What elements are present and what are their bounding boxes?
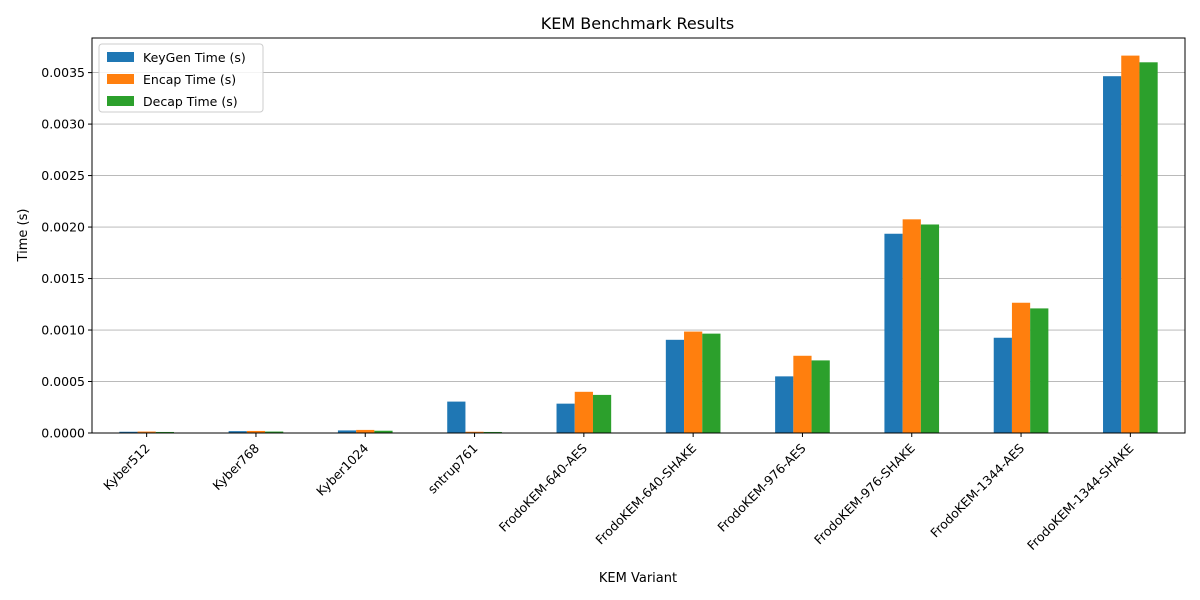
bar — [1121, 55, 1140, 433]
y-tick-label: 0.0020 — [41, 220, 85, 235]
legend-swatch — [107, 74, 134, 84]
bar — [993, 337, 1012, 433]
bar — [1139, 62, 1158, 433]
bar — [137, 431, 156, 433]
bar — [920, 224, 940, 433]
x-axis-label: KEM Variant — [599, 571, 677, 586]
bar — [811, 360, 830, 433]
y-tick-label: 0.0000 — [41, 426, 85, 441]
y-axis-ticks: 0.0000 0.0005 0.0010 0.0015 0.0020 0.0025 0.00… — [41, 65, 92, 441]
y-tick-label: 0.0025 — [41, 168, 85, 183]
y-axis-label: Time (s) — [16, 209, 31, 263]
bar — [374, 430, 393, 433]
bar — [119, 431, 138, 433]
y-tick-label: 0.0035 — [41, 65, 85, 80]
bar — [483, 431, 502, 433]
plot-frame — [91, 37, 1186, 434]
legend: KeyGen Time (s) Encap Time (s) Decap Time … — [98, 43, 264, 113]
bar — [684, 331, 703, 433]
bar — [447, 401, 466, 433]
bar — [702, 333, 721, 433]
y-tick-label: 0.0015 — [41, 271, 85, 286]
bar — [592, 394, 612, 433]
bar — [265, 431, 284, 433]
bar — [465, 431, 484, 433]
legend-label: Encap Time (s) — [143, 72, 236, 87]
y-tick-label: 0.0030 — [41, 117, 85, 132]
bar — [1103, 76, 1122, 434]
legend-swatch — [107, 52, 134, 62]
y-tick-label: 0.0005 — [41, 374, 85, 389]
bar — [556, 403, 575, 433]
bar — [1030, 308, 1049, 433]
chart-title: KEM Benchmark Results — [541, 14, 734, 33]
bar — [246, 430, 266, 433]
bar — [775, 376, 794, 433]
legend-label: Decap Time (s) — [143, 94, 238, 109]
bar — [884, 233, 903, 433]
legend-label: KeyGen Time (s) — [143, 50, 246, 65]
y-tick-label: 0.0010 — [41, 323, 85, 338]
bar — [574, 391, 593, 433]
legend-box — [98, 43, 264, 113]
bar — [155, 431, 174, 433]
bar — [1011, 302, 1031, 433]
bar — [793, 355, 812, 433]
bar — [228, 431, 247, 433]
bars — [119, 55, 1158, 434]
bar — [665, 339, 685, 433]
legend-swatch — [107, 96, 134, 106]
bar — [902, 219, 921, 433]
bar — [337, 430, 357, 433]
bar — [356, 429, 375, 433]
